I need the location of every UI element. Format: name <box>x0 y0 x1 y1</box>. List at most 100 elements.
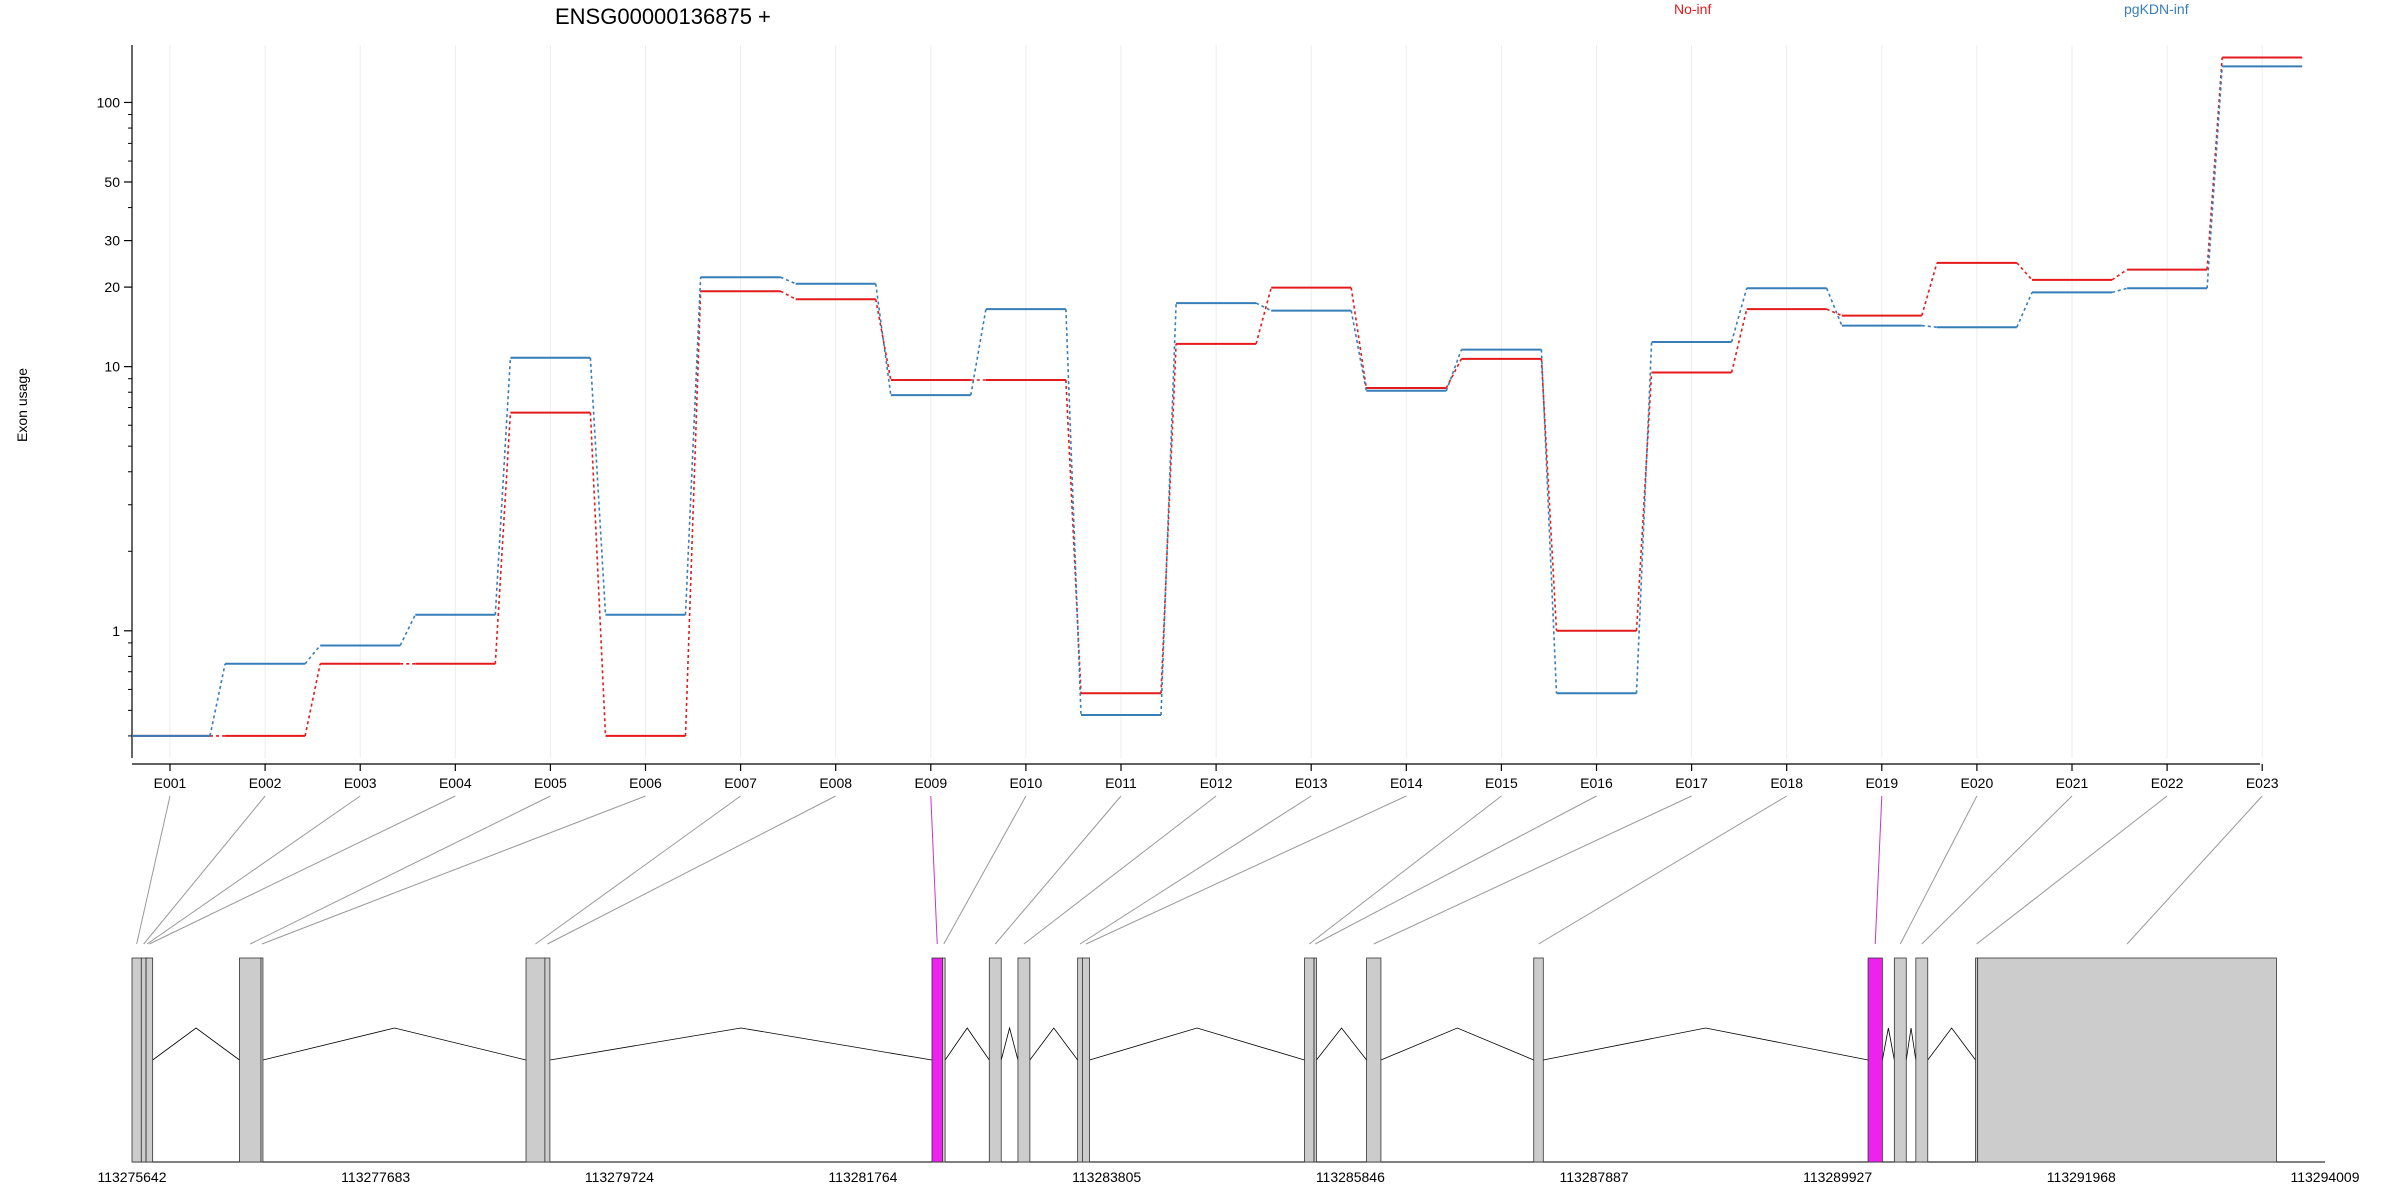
series-2 <box>132 65 2303 737</box>
exon-box <box>239 957 262 1163</box>
x-tick-label: E005 <box>534 775 567 791</box>
exon-box <box>145 957 154 1163</box>
x-tick-label: E011 <box>1105 775 1137 791</box>
series-connector <box>2111 268 2128 281</box>
gene-tick-label: 113281764 <box>828 1169 897 1185</box>
intron-line <box>1029 1027 1078 1061</box>
legend-series-2: pgKDN-inf <box>2124 1 2189 17</box>
exon-connector <box>1874 795 1883 945</box>
x-tick-label: E003 <box>344 775 377 791</box>
exon-connector <box>994 795 1122 945</box>
x-tick-label: E023 <box>2246 775 2279 791</box>
exon-connector <box>1315 795 1597 945</box>
series-lines <box>132 56 2303 737</box>
exon-box <box>1533 957 1544 1163</box>
x-tick-label: E017 <box>1675 775 1708 791</box>
exon-box <box>260 957 264 1163</box>
intron-line <box>262 1027 527 1061</box>
x-tick-label: E021 <box>2056 775 2089 791</box>
series-connector <box>780 276 797 285</box>
exon-connector <box>2126 795 2263 945</box>
series-connector <box>1635 372 1653 631</box>
gene-model: 113275642 113277683 113279724 113281764 1132… <box>97 957 2360 1185</box>
chart-title: ENSG00000136875 + <box>555 4 771 29</box>
exon-box <box>1017 957 1031 1163</box>
exon-connector <box>1976 795 2168 945</box>
series-connector <box>1921 324 1937 329</box>
gene-tick-label: 113294009 <box>2290 1169 2359 1185</box>
intron-line <box>1543 1027 1869 1061</box>
x-tick-label: E010 <box>1010 775 1043 791</box>
gene-tick-label: 113285846 <box>1316 1169 1385 1185</box>
exon-box <box>525 957 546 1163</box>
x-tick-label: E007 <box>724 775 757 791</box>
series-connector <box>2206 66 2223 289</box>
series-connector <box>1730 288 1748 343</box>
series-connector <box>2111 287 2128 294</box>
series-connector <box>684 291 702 736</box>
intron-line <box>152 1027 240 1061</box>
gene-tick-label: 113283805 <box>1072 1169 1141 1185</box>
exon-connector <box>1079 795 1312 945</box>
series-connector <box>874 299 892 381</box>
legend-series-1: No-inf <box>1674 1 1711 17</box>
x-tick-label: E004 <box>439 775 472 791</box>
intron-line <box>1881 1027 1895 1061</box>
exon-box <box>1977 957 2277 1163</box>
series-connector <box>874 283 892 396</box>
y-tick-label: 30 <box>104 233 120 249</box>
exon-box <box>1893 957 1907 1163</box>
exon-connector <box>136 795 171 945</box>
x-tick-label: E016 <box>1580 775 1613 791</box>
series-connector <box>1445 349 1463 392</box>
gene-tick-label: 113277683 <box>341 1169 410 1185</box>
exon-connector <box>1085 795 1407 945</box>
intron-line <box>549 1027 933 1061</box>
x-tick-label: E008 <box>819 775 852 791</box>
series-connector <box>2016 292 2033 328</box>
series-connector <box>399 614 417 646</box>
x-tick-label: E009 <box>914 775 947 791</box>
intron-line <box>1316 1027 1367 1061</box>
intron-line <box>1927 1027 1976 1061</box>
exon-box <box>1313 957 1317 1163</box>
series-connector <box>1065 309 1082 716</box>
series-connector <box>1825 287 1843 326</box>
exon-connector <box>1538 795 1787 945</box>
series-connector <box>1255 287 1272 345</box>
series-connector <box>1065 379 1082 694</box>
series-connector <box>494 357 512 615</box>
series-connector <box>589 357 607 615</box>
intron-line <box>1000 1026 1019 1061</box>
exon-box <box>942 957 946 1163</box>
series-1 <box>132 56 2303 737</box>
exon-connector <box>1023 795 1217 945</box>
x-tick-label: E014 <box>1390 775 1423 791</box>
x-tick-label: E006 <box>629 775 662 791</box>
grid <box>169 45 2263 758</box>
series-connector <box>1255 302 1272 312</box>
x-tick-label: E018 <box>1770 775 1803 791</box>
y-tick-label: 20 <box>104 279 120 295</box>
y-axis-label: Exon usage <box>14 368 30 442</box>
exon-connector <box>1921 795 2073 945</box>
series-connector <box>209 663 226 737</box>
exon-box <box>131 957 142 1163</box>
intron-line <box>1380 1027 1534 1061</box>
exon-box <box>1082 957 1090 1163</box>
series-connector <box>2016 262 2033 281</box>
exon-box <box>1366 957 1382 1163</box>
exon-box <box>1304 957 1315 1163</box>
intron-line <box>1089 1027 1305 1061</box>
exon-connector <box>547 795 836 945</box>
series-connector <box>1730 308 1748 373</box>
exon-connector <box>143 795 266 945</box>
exon-box <box>1077 957 1083 1163</box>
series-connector <box>1160 343 1177 694</box>
exon-box <box>140 957 147 1163</box>
x-tick-label: E001 <box>154 775 187 791</box>
series-connector <box>1350 310 1368 391</box>
series-connector <box>1635 341 1653 694</box>
x-tick-label: E012 <box>1200 775 1233 791</box>
y-tick-label: 50 <box>104 174 120 190</box>
